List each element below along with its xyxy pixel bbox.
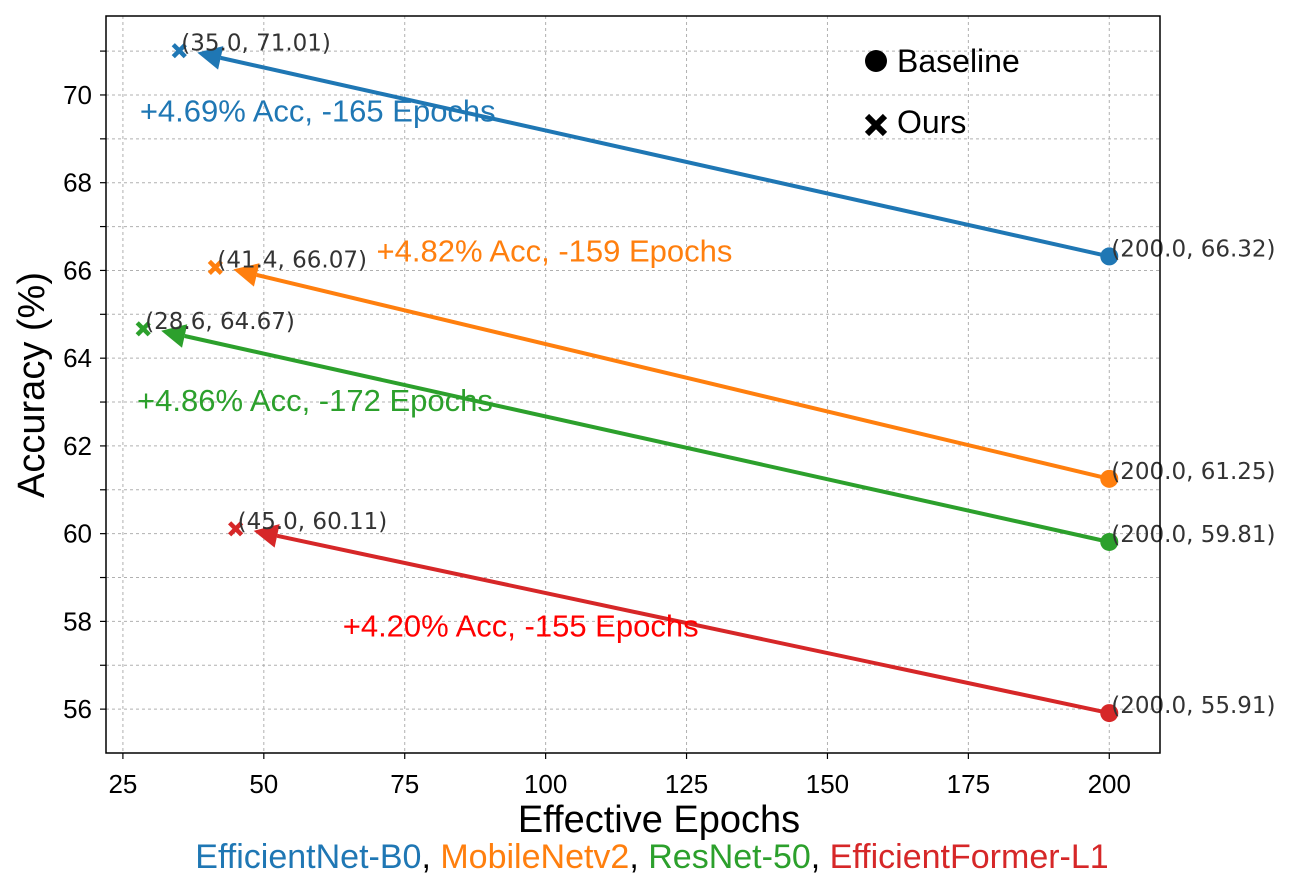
efficientformer-l1-ours-point	[228, 521, 244, 537]
x-tick-label: 100	[524, 769, 567, 799]
grid-lines	[106, 16, 1160, 753]
caption-part: EfficientNet-B0	[195, 838, 422, 876]
resnet-50-arrow-line	[184, 334, 1110, 544]
mobilenetv2-arrow-head	[233, 263, 260, 287]
caption-part: ,	[810, 838, 830, 876]
y-tick-label: 66	[63, 255, 92, 285]
caption-part: EfficientFormer-L1	[829, 838, 1109, 876]
x-axis-label: Effective Epochs	[518, 799, 800, 841]
caption-part: MobileNetv2	[440, 838, 630, 876]
mobilenetv2-annotation: +4.82% Acc, -159 Epochs	[377, 234, 733, 269]
legend-baseline-label: Baseline	[897, 43, 1020, 79]
resnet-50-baseline-label: (200.0, 59.81)	[1111, 522, 1275, 548]
caption-part: ResNet-50	[648, 838, 811, 876]
efficientformer-l1-arrow-line	[276, 533, 1110, 716]
legend-ours-marker	[864, 113, 888, 137]
legend-ours-label: Ours	[897, 104, 966, 140]
efficientnet-b0-annotation: +4.69% Acc, -165 Epochs	[140, 93, 496, 128]
efficientformer-l1-annotation: +4.20% Acc, -155 Epochs	[343, 609, 699, 644]
mobilenetv2-arrow-line	[256, 273, 1110, 481]
y-tick-label: 58	[63, 606, 92, 636]
y-tick-label: 56	[63, 694, 92, 724]
legend-baseline-marker	[865, 50, 887, 72]
y-tick-label: 60	[63, 519, 92, 549]
efficientformer-l1-ours-label: (45.0, 60.11)	[238, 509, 388, 535]
efficientformer-l1-baseline-point	[1100, 704, 1119, 723]
y-tick-label: 70	[63, 80, 92, 110]
caption-part: ,	[421, 838, 441, 876]
resnet-50-ours-point	[135, 321, 151, 337]
y-axis-label: Accuracy (%)	[11, 272, 53, 498]
axis-ticks: 25 50 75 100 125 150 175 200 56 58 60 62 64 66 68 70	[63, 50, 1131, 799]
efficientnet-b0-ours-label: (35.0, 71.01)	[181, 31, 331, 57]
efficientnet-b0-ours-point	[171, 43, 187, 59]
mobilenetv2-ours-label: (41.4, 66.07)	[217, 247, 367, 273]
x-tick-label: 25	[108, 769, 137, 799]
y-tick-label: 64	[63, 343, 92, 373]
resnet-50-ours-label: (28.6, 64.67)	[145, 309, 295, 335]
legend: Baseline Ours	[864, 43, 1020, 140]
resnet-50-annotation: +4.86% Acc, -172 Epochs	[137, 383, 493, 418]
mobilenetv2-ours-point	[207, 259, 223, 275]
resnet-50-arrow-head	[161, 324, 188, 348]
efficientformer-l1-arrow-head	[253, 524, 280, 548]
caption-part: ,	[629, 838, 649, 876]
x-tick-label: 125	[665, 769, 708, 799]
x-tick-label: 50	[249, 769, 278, 799]
mobilenetv2-baseline-point	[1100, 469, 1119, 488]
efficientformer-l1-baseline-label: (200.0, 55.91)	[1111, 693, 1275, 719]
plot-frame	[105, 15, 1161, 754]
efficientnet-b0-baseline-point	[1100, 247, 1119, 266]
resnet-50-baseline-point	[1100, 532, 1119, 551]
efficientnet-b0-arrow-line	[220, 55, 1110, 259]
x-tick-label: 150	[806, 769, 849, 799]
efficientnet-b0-arrow-head	[197, 46, 224, 70]
data-series	[135, 43, 1119, 723]
y-tick-label: 68	[63, 168, 92, 198]
efficientnet-b0-baseline-label: (200.0, 66.32)	[1111, 236, 1275, 262]
y-tick-label: 62	[63, 431, 92, 461]
x-tick-label: 175	[947, 769, 990, 799]
mobilenetv2-baseline-label: (200.0, 61.25)	[1111, 459, 1275, 485]
x-tick-label: 200	[1088, 769, 1131, 799]
model-caption: EfficientNet-B0, MobileNetv2, ResNet-50,…	[0, 838, 1304, 877]
point-labels: (200.0, 66.32) (35.0, 71.01) +4.69% Acc, -…	[137, 31, 1276, 719]
x-tick-label: 75	[390, 769, 419, 799]
